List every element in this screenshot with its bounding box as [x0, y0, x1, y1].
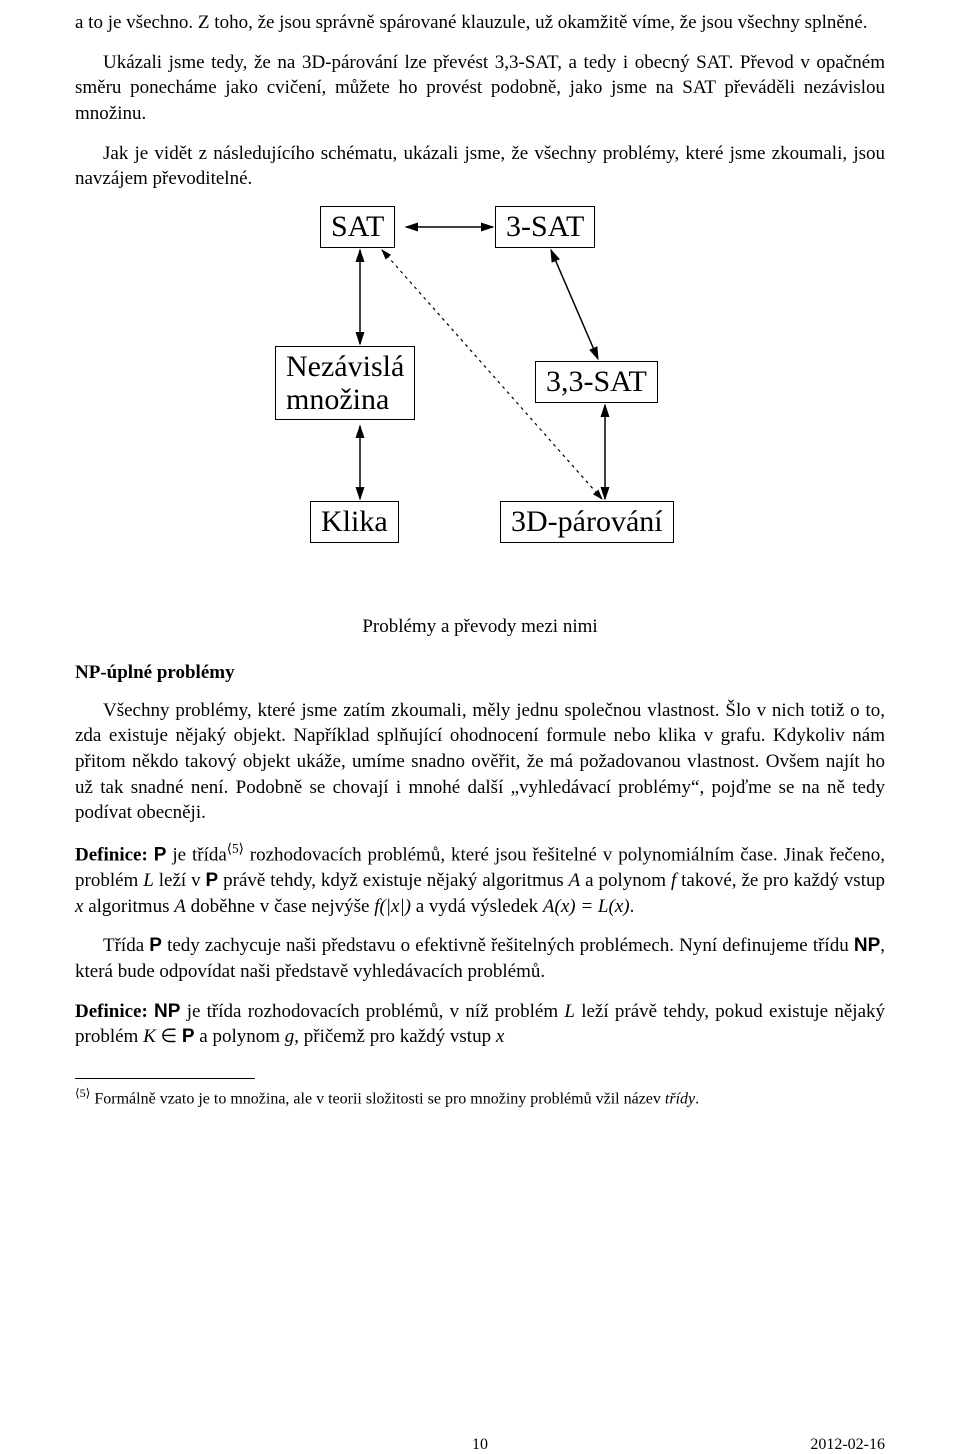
- node-33sat: 3,3-SAT: [535, 361, 658, 403]
- paragraph-1: a to je všechno. Z toho, že jsou správně…: [75, 10, 885, 36]
- footnote-separator: [75, 1078, 255, 1079]
- diagram-edges: [180, 206, 780, 606]
- section-title: NP-úplné problémy: [75, 662, 885, 684]
- node-klika: Klika: [310, 501, 399, 543]
- p1c: Jak je vidět z následujícího schématu, u…: [75, 143, 885, 190]
- node-3dparovani: 3D-párování: [500, 501, 674, 543]
- reduction-diagram: SAT 3-SAT Nezávislá množina 3,3-SAT Klik…: [180, 206, 780, 606]
- footnote-5: ⟨5⟩ Formálně vzato je to množina, ale v …: [75, 1085, 885, 1110]
- diagram-caption: Problémy a převody mezi nimi: [75, 616, 885, 638]
- document-page: a to je všechno. Z toho, že jsou správně…: [0, 0, 960, 1450]
- paragraph-1c: Jak je vidět z následujícího schématu, u…: [75, 141, 885, 192]
- p1b: Ukázali jsme tedy, že na 3D-párování lze…: [75, 52, 885, 124]
- footer-date: 2012-02-16: [810, 1436, 885, 1454]
- p1a: a to je všechno. Z toho, že jsou správně…: [75, 12, 867, 33]
- paragraph-1b: Ukázali jsme tedy, že na 3D-párování lze…: [75, 50, 885, 127]
- node-nezavisla: Nezávislá množina: [275, 346, 415, 420]
- paragraph-2: Všechny problémy, které jsme zatím zkoum…: [75, 698, 885, 826]
- definition-np: Definice: NP je třída rozhodovacích prob…: [75, 999, 885, 1050]
- page-number: 10: [472, 1436, 488, 1454]
- definition-p: Definice: P je třída⟨5⟩ rozhodovacích pr…: [75, 840, 885, 919]
- node-sat: SAT: [320, 206, 395, 248]
- paragraph-3: Třída P tedy zachycuje naši představu o …: [75, 933, 885, 984]
- node-3sat: 3-SAT: [495, 206, 595, 248]
